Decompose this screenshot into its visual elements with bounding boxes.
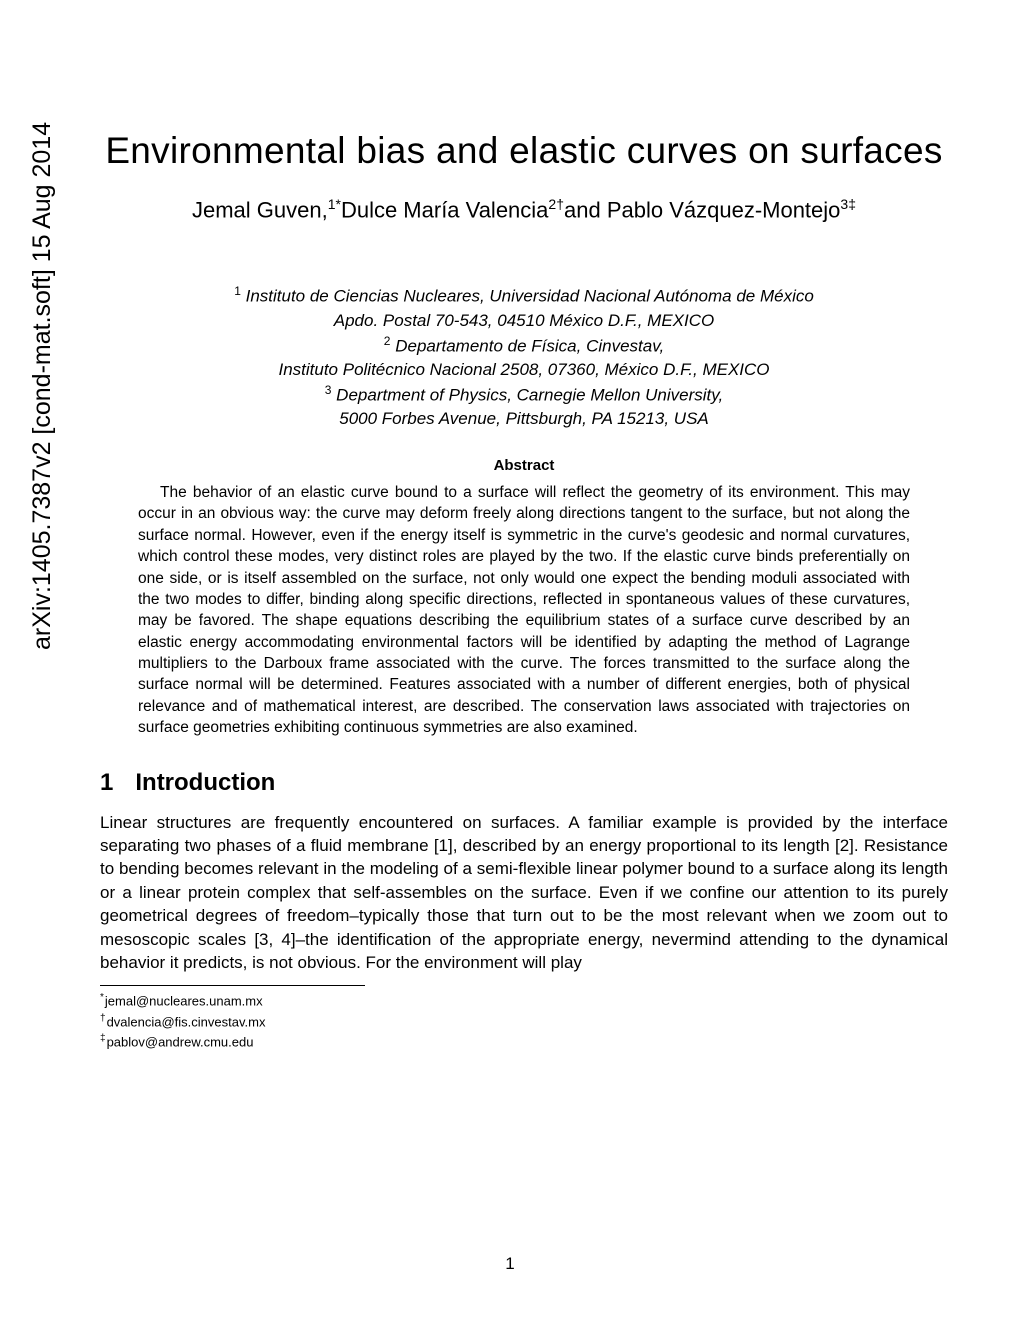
page-content: Environmental bias and elastic curves on… bbox=[100, 130, 948, 1052]
authors-line: Jemal Guven,1*Dulce María Valencia2†and … bbox=[100, 196, 948, 223]
section-number: 1 bbox=[100, 769, 113, 797]
footnote-3: ‡pablov@andrew.cmu.edu bbox=[100, 1031, 948, 1052]
abstract-body: The behavior of an elastic curve bound t… bbox=[138, 482, 910, 739]
paper-title: Environmental bias and elastic curves on… bbox=[100, 130, 948, 172]
footnote-2: †dvalencia@fis.cinvestav.mx bbox=[100, 1011, 948, 1032]
arxiv-stamp: arXiv:1405.7387v2 [cond-mat.soft] 15 Aug… bbox=[28, 122, 57, 650]
abstract-text: The behavior of an elastic curve bound t… bbox=[138, 484, 910, 736]
section-heading: 1 Introduction bbox=[100, 769, 948, 797]
footnote-marker: ‡ bbox=[100, 1033, 106, 1044]
footnote-text: jemal@nucleares.unam.mx bbox=[105, 993, 263, 1008]
section-title: Introduction bbox=[135, 769, 275, 796]
footnote-1: *jemal@nucleares.unam.mx bbox=[100, 990, 948, 1011]
footnote-marker: * bbox=[100, 992, 104, 1003]
footnote-text: pablov@andrew.cmu.edu bbox=[107, 1035, 254, 1050]
page-number: 1 bbox=[0, 1254, 1020, 1274]
affiliations: 1 Instituto de Ciencias Nucleares, Unive… bbox=[100, 283, 948, 431]
footnote-rule bbox=[100, 985, 365, 986]
footnote-text: dvalencia@fis.cinvestav.mx bbox=[107, 1014, 266, 1029]
footnote-marker: † bbox=[100, 1013, 106, 1024]
abstract-heading: Abstract bbox=[100, 457, 948, 474]
section-body: Linear structures are frequently encount… bbox=[100, 811, 948, 975]
